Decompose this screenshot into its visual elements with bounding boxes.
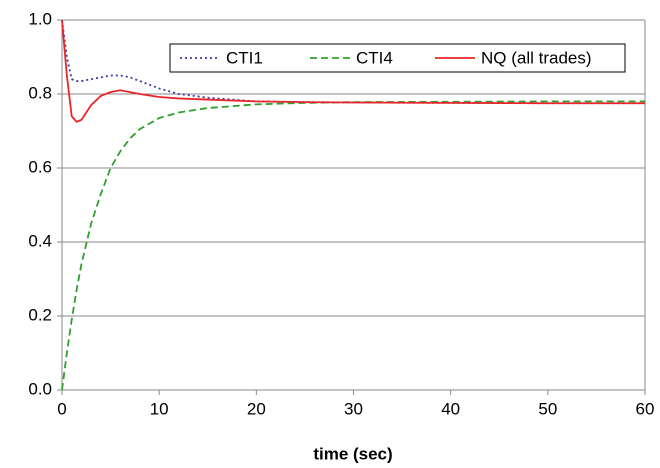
y-tick-label: 0.6 [28,157,52,176]
series-line [61,19,645,123]
x-tick-label: 10 [150,399,169,418]
x-tick-label: 20 [247,399,266,418]
y-tick-label: 1.0 [28,9,52,28]
x-axis-title: time (sec) [313,444,392,463]
x-tick-label: 30 [344,399,363,418]
y-tick-label: 0.4 [28,231,52,250]
legend-label: CTI4 [356,48,393,67]
legend-box [169,43,626,73]
series-line [61,19,645,105]
x-tick-label: 50 [538,399,557,418]
x-tick-label: 0 [57,399,66,418]
series-line [61,100,645,391]
x-tick-label: 60 [636,399,655,418]
legend-label: NQ (all trades) [481,48,592,67]
y-tick-label: 0.0 [28,379,52,398]
legend-label: CTI1 [226,48,263,67]
x-tick-label: 40 [441,399,460,418]
y-tick-label: 0.8 [28,83,52,102]
y-tick-label: 0.2 [28,305,52,324]
